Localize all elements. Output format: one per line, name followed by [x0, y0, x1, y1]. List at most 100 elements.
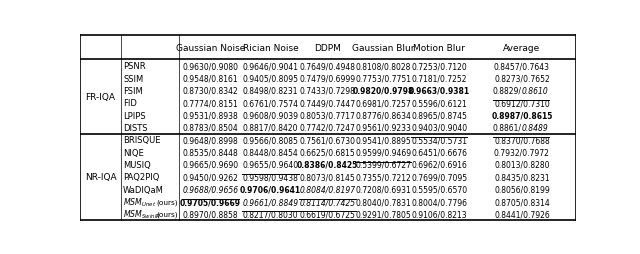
Text: FID: FID: [123, 99, 137, 108]
Text: 0.5596/0.6121: 0.5596/0.6121: [412, 99, 467, 108]
Text: 0.8730/0.8342: 0.8730/0.8342: [182, 87, 238, 96]
Text: 0.9820/0.9798: 0.9820/0.9798: [353, 87, 414, 96]
Text: 0.8457/0.7643: 0.8457/0.7643: [494, 62, 550, 71]
Text: 0.9599/0.9469: 0.9599/0.9469: [355, 148, 412, 157]
Text: 0.9608/0.9039: 0.9608/0.9039: [243, 111, 298, 120]
Text: 0.7355/0.7212: 0.7355/0.7212: [355, 173, 411, 182]
Text: 0.9655/0.9640: 0.9655/0.9640: [243, 160, 298, 169]
Text: 0.8489: 0.8489: [522, 123, 548, 132]
Text: 0.7181/0.7252: 0.7181/0.7252: [412, 74, 467, 83]
Text: 0.7649/0.4948: 0.7649/0.4948: [300, 62, 355, 71]
Text: 0.6962/0.6916: 0.6962/0.6916: [412, 160, 467, 169]
Text: 0.8073/0.8145: 0.8073/0.8145: [300, 173, 355, 182]
Text: 0.8441/0.7926: 0.8441/0.7926: [494, 210, 550, 218]
Text: Gaussian Noise: Gaussian Noise: [176, 44, 245, 53]
Text: 0.9665/0.9690: 0.9665/0.9690: [182, 160, 239, 169]
Text: 0.7742/0.7247: 0.7742/0.7247: [300, 123, 355, 132]
Text: 0.9106/0.8213: 0.9106/0.8213: [412, 210, 467, 218]
Text: 0.8535/0.8448: 0.8535/0.8448: [182, 148, 238, 157]
Text: FR-IQA: FR-IQA: [86, 93, 116, 102]
Text: 0.8004/0.7796: 0.8004/0.7796: [412, 197, 467, 206]
Text: $MSM_{SwinIR}$: $MSM_{SwinIR}$: [123, 208, 161, 220]
Text: 0.7253/0.7120: 0.7253/0.7120: [412, 62, 467, 71]
Text: 0.8448/0.8454: 0.8448/0.8454: [243, 148, 298, 157]
Text: 0.7753/0.7751: 0.7753/0.7751: [355, 74, 412, 83]
Text: LPIPS: LPIPS: [123, 111, 146, 120]
Text: 0.9705/0.9669: 0.9705/0.9669: [180, 197, 241, 206]
Text: Average: Average: [503, 44, 541, 53]
Text: 0.9541/0.8895: 0.9541/0.8895: [355, 136, 411, 145]
Text: 0.9663/0.9381: 0.9663/0.9381: [409, 87, 470, 96]
Text: PAQ2PIQ: PAQ2PIQ: [123, 173, 159, 182]
Text: 0.7561/0.6730: 0.7561/0.6730: [300, 136, 355, 145]
Text: 0.8386/0.8425: 0.8386/0.8425: [297, 160, 358, 169]
Text: Rician Noise: Rician Noise: [243, 44, 298, 53]
Text: 0.8435/0.8231: 0.8435/0.8231: [494, 173, 550, 182]
Text: 0.9648/0.8998: 0.9648/0.8998: [182, 136, 238, 145]
Text: 0.7699/0.7095: 0.7699/0.7095: [412, 173, 467, 182]
Text: MUSIQ: MUSIQ: [123, 160, 151, 169]
Text: 0.7433/0.7298: 0.7433/0.7298: [300, 87, 355, 96]
Text: FSIM: FSIM: [123, 87, 143, 96]
Text: 0.8965/0.8745: 0.8965/0.8745: [412, 111, 467, 120]
Text: (ours): (ours): [156, 198, 178, 205]
Text: 0.7774/0.8151: 0.7774/0.8151: [182, 99, 238, 108]
Text: 0.5399/0.6727: 0.5399/0.6727: [355, 160, 412, 169]
Text: SSIM: SSIM: [123, 74, 143, 83]
Text: 0.9531/0.8938: 0.9531/0.8938: [182, 111, 238, 120]
Text: 0.8056/0.8199: 0.8056/0.8199: [494, 185, 550, 194]
Text: 0.5595/0.6570: 0.5595/0.6570: [412, 185, 467, 194]
Text: 0.8987/0.8615: 0.8987/0.8615: [492, 111, 552, 120]
Text: 0.9291/0.7805: 0.9291/0.7805: [355, 210, 411, 218]
Text: 0.7932/0.7972: 0.7932/0.7972: [494, 148, 550, 157]
Text: 0.8970/0.8858: 0.8970/0.8858: [182, 210, 238, 218]
Text: 0.9661/0.8849: 0.9661/0.8849: [243, 197, 298, 206]
Text: NR-IQA: NR-IQA: [84, 173, 116, 182]
Text: 0.8610: 0.8610: [522, 87, 548, 96]
Text: 0.8013/0.8280: 0.8013/0.8280: [494, 160, 550, 169]
Text: 0.8370/0.7688: 0.8370/0.7688: [494, 136, 550, 145]
Text: DDPM: DDPM: [314, 44, 341, 53]
Text: 0.9405/0.8095: 0.9405/0.8095: [243, 74, 298, 83]
Text: 0.9548/0.8161: 0.9548/0.8161: [182, 74, 238, 83]
Text: BRISQUE: BRISQUE: [123, 136, 161, 145]
Text: 0.9688/0.9656: 0.9688/0.9656: [182, 185, 239, 194]
Text: 0.7208/0.6931: 0.7208/0.6931: [355, 185, 411, 194]
Text: 0.6912/0.7310: 0.6912/0.7310: [494, 99, 550, 108]
Text: 0.8705/0.8314: 0.8705/0.8314: [494, 197, 550, 206]
Text: 0.9566/0.8085: 0.9566/0.8085: [243, 136, 298, 145]
Text: 0.7479/0.6999: 0.7479/0.6999: [300, 74, 356, 83]
Text: 0.8817/0.8420: 0.8817/0.8420: [243, 123, 298, 132]
Text: 0.8776/0.8634: 0.8776/0.8634: [355, 111, 412, 120]
Text: Motion Blur: Motion Blur: [413, 44, 465, 53]
Text: 0.8114/0.7425: 0.8114/0.7425: [300, 197, 356, 206]
Text: $MSM_{Unet}$: $MSM_{Unet}$: [123, 196, 156, 208]
Text: 0.8084/0.8197: 0.8084/0.8197: [300, 185, 356, 194]
Text: PSNR: PSNR: [123, 62, 146, 71]
Text: 0.7449/0.7447: 0.7449/0.7447: [300, 99, 356, 108]
Text: 0.6619/0.6725: 0.6619/0.6725: [300, 210, 355, 218]
Text: 0.6625/0.6815: 0.6625/0.6815: [300, 148, 355, 157]
Text: NIQE: NIQE: [123, 148, 144, 157]
Text: 0.6761/0.7574: 0.6761/0.7574: [243, 99, 298, 108]
Text: WaDIQaM: WaDIQaM: [123, 185, 164, 194]
Text: DISTS: DISTS: [123, 123, 148, 132]
Text: 0.9403/0.9040: 0.9403/0.9040: [412, 123, 467, 132]
Text: 0.8783/0.8504: 0.8783/0.8504: [182, 123, 238, 132]
Text: Gaussian Blur: Gaussian Blur: [352, 44, 415, 53]
Text: (ours): (ours): [156, 211, 178, 217]
Text: 0.9561/0.9233: 0.9561/0.9233: [355, 123, 412, 132]
Text: 0.8498/0.8231: 0.8498/0.8231: [243, 87, 298, 96]
Text: 0.5534/0.5731: 0.5534/0.5731: [412, 136, 467, 145]
Text: 0.8217/0.8030: 0.8217/0.8030: [243, 210, 298, 218]
Text: 0.9706/0.9641: 0.9706/0.9641: [240, 185, 301, 194]
Text: 0.8053/0.7717: 0.8053/0.7717: [300, 111, 355, 120]
Text: 0.8861/: 0.8861/: [493, 123, 522, 132]
Text: 0.6981/0.7257: 0.6981/0.7257: [355, 99, 411, 108]
Text: 0.9450/0.9262: 0.9450/0.9262: [182, 173, 238, 182]
Text: 0.6451/0.6676: 0.6451/0.6676: [412, 148, 467, 157]
Text: 0.8108/0.8028: 0.8108/0.8028: [356, 62, 411, 71]
Text: 0.9630/0.9080: 0.9630/0.9080: [182, 62, 239, 71]
Text: 0.9646/0.9041: 0.9646/0.9041: [243, 62, 298, 71]
Text: 0.9598/0.9438: 0.9598/0.9438: [243, 173, 298, 182]
